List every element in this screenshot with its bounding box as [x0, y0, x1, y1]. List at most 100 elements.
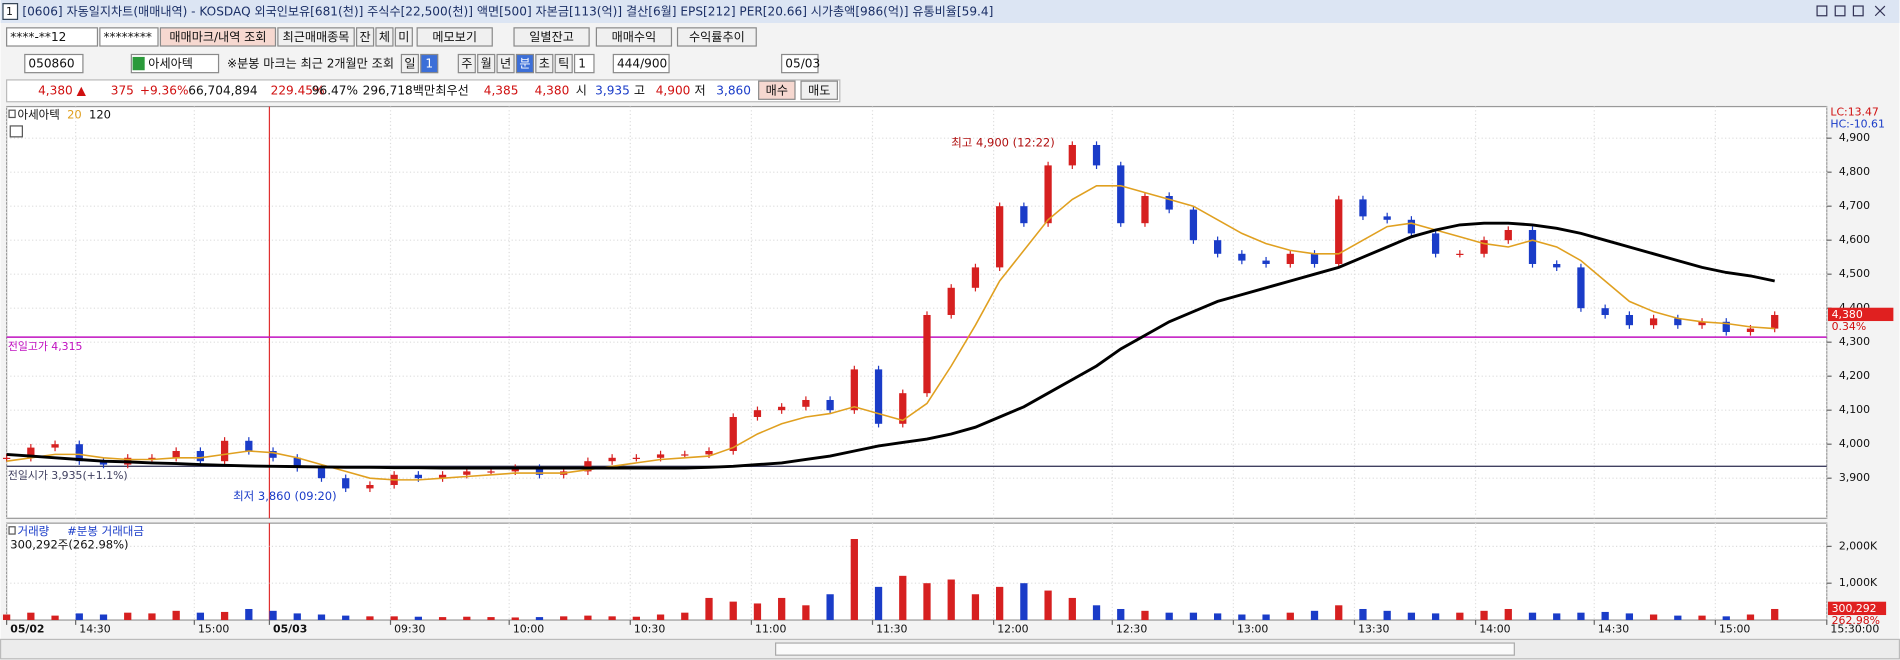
volume-bar: [1504, 608, 1512, 621]
volume-bar: [342, 615, 350, 621]
control-label[interactable]: 05/03: [785, 57, 820, 71]
hc-label: HC:-10.61: [1830, 118, 1885, 131]
control-box[interactable]: [612, 53, 670, 74]
annotation: 최저 3,860 (09:20): [233, 489, 337, 503]
candle: [1117, 165, 1125, 224]
control-label[interactable]: 매도: [808, 83, 830, 97]
volume-bar: [1553, 613, 1561, 621]
btn-max[interactable]: [1852, 5, 1864, 17]
control-box[interactable]: [800, 80, 838, 100]
control-label[interactable]: 틱: [558, 57, 569, 71]
control-label: 3,935: [595, 83, 630, 97]
btn-close[interactable]: [1874, 5, 1886, 17]
control-box[interactable]: [375, 27, 394, 47]
control-box[interactable]: [676, 27, 757, 47]
control-label[interactable]: 체: [379, 30, 390, 44]
y-tick-label: 4,300: [1839, 335, 1870, 348]
control-label[interactable]: 444/900: [617, 57, 667, 71]
candle: [148, 457, 156, 460]
x-tick-label: 14:30: [1598, 623, 1629, 636]
control-box[interactable]: [781, 53, 819, 74]
control-box[interactable]: [99, 27, 159, 47]
control-label[interactable]: 일별잔고: [529, 30, 574, 44]
candle: [1165, 195, 1173, 210]
panel-button[interactable]: [9, 125, 23, 138]
x-tick-label: 13:30: [1358, 623, 1389, 636]
control-box[interactable]: [477, 53, 496, 74]
control-box[interactable]: [356, 27, 375, 47]
control-label[interactable]: 매매수익: [612, 30, 657, 44]
control-box[interactable]: [130, 53, 220, 74]
control-box[interactable]: [535, 53, 554, 74]
y-tick-label: 4,700: [1839, 199, 1870, 212]
candle: [1092, 144, 1101, 166]
control-box[interactable]: [400, 53, 419, 74]
control-label: 66,704,894: [188, 83, 258, 97]
control-box[interactable]: [595, 27, 673, 47]
volume-bar: [1480, 610, 1488, 621]
control-box[interactable]: [457, 53, 476, 74]
volume-bar: [293, 613, 301, 621]
control-label[interactable]: 수익률추이: [689, 30, 745, 44]
control-label[interactable]: 메모보기: [432, 30, 477, 44]
btn-restore[interactable]: [1816, 5, 1828, 17]
control-box[interactable]: [513, 27, 590, 47]
volume-bar: [1165, 612, 1173, 621]
candle: [1262, 260, 1270, 264]
control-label[interactable]: ****-**12: [10, 30, 66, 44]
control-label[interactable]: 일: [404, 57, 415, 71]
control-box[interactable]: [496, 53, 515, 74]
btn-min[interactable]: [1834, 5, 1846, 17]
control-box[interactable]: [394, 27, 413, 47]
control-label[interactable]: 매수: [766, 83, 788, 97]
control-label[interactable]: 아세아텍: [148, 57, 193, 71]
control-label[interactable]: 분: [519, 57, 530, 71]
volume-current: 300,292: [1832, 602, 1877, 615]
volume-bar: [1528, 612, 1537, 621]
candle: [317, 467, 326, 479]
volume-box: [1827, 601, 1887, 616]
control-box[interactable]: [515, 53, 535, 74]
volume-bar: [584, 615, 592, 621]
x-tick-label: 15:00: [198, 623, 229, 636]
control-label[interactable]: 매매마크/내역 조회: [169, 30, 266, 44]
control-box[interactable]: [277, 27, 355, 47]
control-box[interactable]: [554, 53, 573, 74]
volume-bar: [1286, 612, 1294, 621]
control-box[interactable]: [420, 53, 439, 74]
control-label[interactable]: 1: [578, 57, 586, 71]
control-label[interactable]: 년: [500, 57, 511, 71]
control-label[interactable]: 미: [398, 30, 409, 44]
candle: [1020, 206, 1028, 224]
window-controls[interactable]: [1816, 5, 1886, 17]
control-box[interactable]: [24, 53, 84, 74]
volume-bar: [850, 538, 858, 621]
control-label: 3,860: [716, 83, 751, 97]
candle: [1577, 267, 1585, 309]
control-label[interactable]: 잔: [360, 30, 371, 44]
control-label[interactable]: ********: [104, 30, 152, 44]
candle: [1528, 229, 1537, 264]
control-label[interactable]: 주: [461, 57, 472, 71]
volume-bar: [1020, 583, 1028, 621]
candle: [1431, 233, 1440, 254]
control-box[interactable]: [416, 27, 493, 47]
candle: [874, 369, 883, 424]
scroll-thumb[interactable]: [775, 642, 1515, 656]
candle: [899, 393, 907, 424]
control-label[interactable]: 최근매매종목: [283, 30, 350, 44]
volume-bar: [874, 586, 883, 621]
x-tick-label: 14:30: [79, 623, 110, 636]
volume-bar: [511, 617, 519, 621]
control-label[interactable]: 초: [539, 57, 550, 71]
candle: [99, 461, 108, 465]
control-label[interactable]: 050860: [28, 57, 74, 71]
volume-bar: [1359, 608, 1367, 621]
control-label[interactable]: 월: [481, 57, 492, 71]
control-box[interactable]: [6, 27, 99, 47]
quote-bar: [6, 79, 841, 103]
control-label[interactable]: 1: [425, 57, 433, 71]
control-box[interactable]: [159, 27, 277, 47]
control-box[interactable]: [573, 53, 595, 74]
control-box[interactable]: [758, 80, 796, 100]
